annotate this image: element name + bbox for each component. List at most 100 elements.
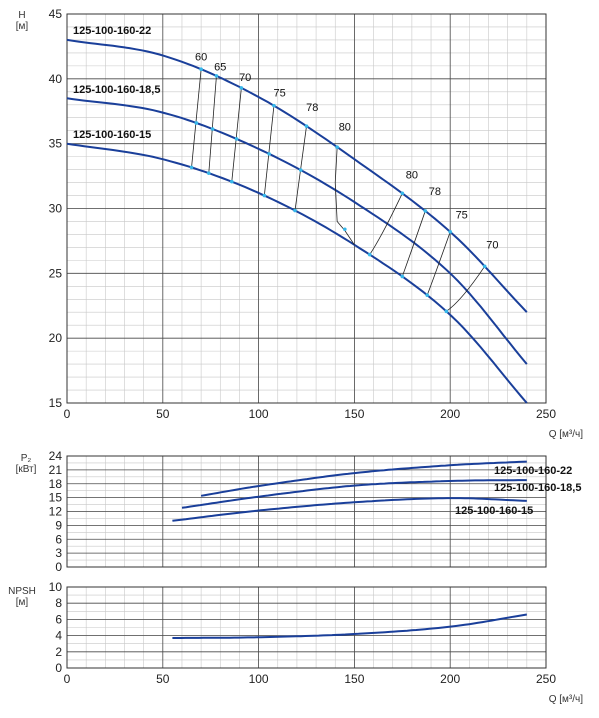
y-tick-label: 6 <box>55 532 62 546</box>
efficiency-label: 70 <box>486 239 498 251</box>
y-tick-label: 3 <box>55 546 62 560</box>
y-tick-label: 24 <box>49 449 63 463</box>
efficiency-point <box>229 179 234 184</box>
efficiency-point <box>214 74 219 78</box>
iso-efficiency-line <box>263 105 275 196</box>
series-label: 125-100-160-15 <box>73 129 151 141</box>
npsh-axis-title: NPSH <box>8 586 36 597</box>
efficiency-point <box>425 293 430 297</box>
y-tick-label: 35 <box>49 137 63 151</box>
efficiency-point <box>343 227 347 232</box>
series-line <box>66 97 528 365</box>
series-label: 125-100-160-18,5 <box>494 482 581 494</box>
efficiency-point <box>423 209 428 213</box>
y-tick-label: 40 <box>49 72 63 86</box>
q-axis-label-bottom: Q [м³/ч] <box>549 694 584 705</box>
x-tick-label: 150 <box>344 407 364 421</box>
efficiency-label: 60 <box>195 51 207 63</box>
series-line <box>172 497 527 522</box>
efficiency-point <box>234 137 239 141</box>
efficiency-label: 75 <box>274 88 286 100</box>
efficiency-label: 70 <box>239 72 251 84</box>
y-tick-label: 21 <box>49 463 63 477</box>
x-tick-label: 250 <box>536 672 556 686</box>
y-tick-label: 8 <box>55 596 62 610</box>
efficiency-label: 80 <box>339 121 351 133</box>
series-label: 125-100-160-15 <box>455 505 533 517</box>
iso-efficiency-line <box>401 210 426 277</box>
npsh-axis-unit: [м] <box>16 597 29 608</box>
efficiency-label: 65 <box>214 62 226 74</box>
efficiency-point <box>482 264 487 269</box>
efficiency-point <box>335 145 339 149</box>
efficiency-point <box>448 230 453 234</box>
y-tick-label: 2 <box>55 645 62 659</box>
grid <box>66 455 547 568</box>
iso-efficiency-line <box>191 69 202 168</box>
efficiency-point <box>199 67 203 72</box>
efficiency-point <box>298 168 303 172</box>
efficiency-point <box>293 208 297 213</box>
y-tick-label: 6 <box>55 612 62 626</box>
plot-frame <box>66 13 547 404</box>
x-tick-label: 200 <box>440 407 460 421</box>
series-line <box>172 613 527 639</box>
iso-efficiency-line <box>426 231 451 296</box>
efficiency-label: 78 <box>306 102 318 114</box>
head-panel: 15 20 25 30 35 40 45 0 50 100 150 200 250 60 65 70 75 78 8… <box>49 7 557 421</box>
series-label: 125-100-160-18,5 <box>73 84 160 96</box>
iso-efficiency-line <box>231 87 242 182</box>
grid <box>66 13 547 404</box>
y-tick-label: 30 <box>49 202 63 216</box>
x-tick-label: 250 <box>536 407 556 421</box>
x-tick-label: 100 <box>249 672 269 686</box>
efficiency-point <box>400 191 405 196</box>
y-tick-label: 25 <box>49 266 63 280</box>
series-label: 125-100-160-22 <box>73 25 151 37</box>
efficiency-point <box>444 309 449 314</box>
efficiency-point <box>210 127 215 131</box>
efficiency-point <box>189 165 194 170</box>
h-axis-title: H <box>18 10 25 21</box>
x-tick-label: 200 <box>440 672 460 686</box>
efficiency-label: 78 <box>429 186 441 198</box>
x-tick-label: 0 <box>64 407 71 421</box>
x-tick-label: 0 <box>64 672 71 686</box>
y-tick-label: 18 <box>49 477 63 491</box>
efficiency-point <box>194 121 199 125</box>
y-tick-label: 0 <box>55 661 62 675</box>
series-line <box>66 142 528 404</box>
efficiency-label: 75 <box>456 209 468 221</box>
x-tick-label: 50 <box>156 672 170 686</box>
p-axis-title: P₂ <box>21 453 32 464</box>
efficiency-point <box>304 124 309 128</box>
series-line <box>200 460 527 497</box>
series-line <box>181 479 527 509</box>
efficiency-point <box>367 252 372 257</box>
x-tick-label: 100 <box>249 407 269 421</box>
y-tick-label: 4 <box>55 629 62 643</box>
efficiency-point <box>267 152 271 156</box>
iso-efficiency-line <box>369 193 403 255</box>
efficiency-point <box>239 86 244 90</box>
plot-frame <box>66 455 547 568</box>
x-tick-label: 50 <box>156 407 170 421</box>
efficiency-label: 80 <box>406 169 418 181</box>
y-tick-label: 20 <box>49 331 63 345</box>
y-tick-label: 45 <box>49 7 63 21</box>
y-tick-label: 10 <box>49 580 63 594</box>
y-tick-label: 15 <box>49 491 63 505</box>
iso-efficiency-line <box>208 75 217 174</box>
p-axis-unit: [кВт] <box>16 464 37 475</box>
efficiency-point <box>400 274 405 279</box>
x-tick-label: 150 <box>344 672 364 686</box>
y-tick-label: 12 <box>49 505 63 519</box>
series-label: 125-100-160-22 <box>494 465 572 477</box>
iso-efficiency-line <box>446 266 486 312</box>
grid <box>66 586 547 669</box>
y-tick-label: 0 <box>55 560 62 574</box>
efficiency-point <box>262 193 267 198</box>
